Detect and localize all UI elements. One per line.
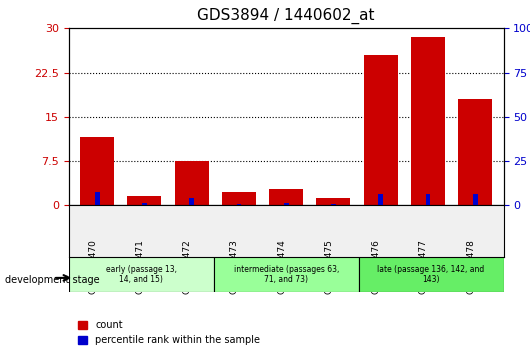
Bar <box>222 192 256 205</box>
Bar <box>142 202 147 205</box>
Bar <box>426 194 430 205</box>
Bar <box>80 137 114 205</box>
Text: intermediate (passages 63,
71, and 73): intermediate (passages 63, 71, and 73) <box>234 265 339 284</box>
FancyBboxPatch shape <box>359 257 503 292</box>
Text: development stage: development stage <box>5 275 100 285</box>
Bar <box>473 194 478 205</box>
Bar <box>269 189 303 205</box>
Text: early (passage 13,
14, and 15): early (passage 13, 14, and 15) <box>106 265 177 284</box>
Bar <box>364 55 398 205</box>
FancyBboxPatch shape <box>69 257 214 292</box>
Bar <box>378 194 383 205</box>
Bar <box>316 198 350 205</box>
Text: late (passage 136, 142, and
143): late (passage 136, 142, and 143) <box>377 265 485 284</box>
Bar <box>236 204 241 205</box>
Bar <box>458 99 492 205</box>
Legend: count, percentile rank within the sample: count, percentile rank within the sample <box>74 316 264 349</box>
Title: GDS3894 / 1440602_at: GDS3894 / 1440602_at <box>198 8 375 24</box>
Bar <box>189 198 194 205</box>
Bar <box>284 203 288 205</box>
Bar <box>331 204 336 205</box>
FancyBboxPatch shape <box>214 257 359 292</box>
Bar <box>175 161 209 205</box>
Bar <box>128 196 162 205</box>
Bar <box>95 192 100 205</box>
Bar <box>411 37 445 205</box>
